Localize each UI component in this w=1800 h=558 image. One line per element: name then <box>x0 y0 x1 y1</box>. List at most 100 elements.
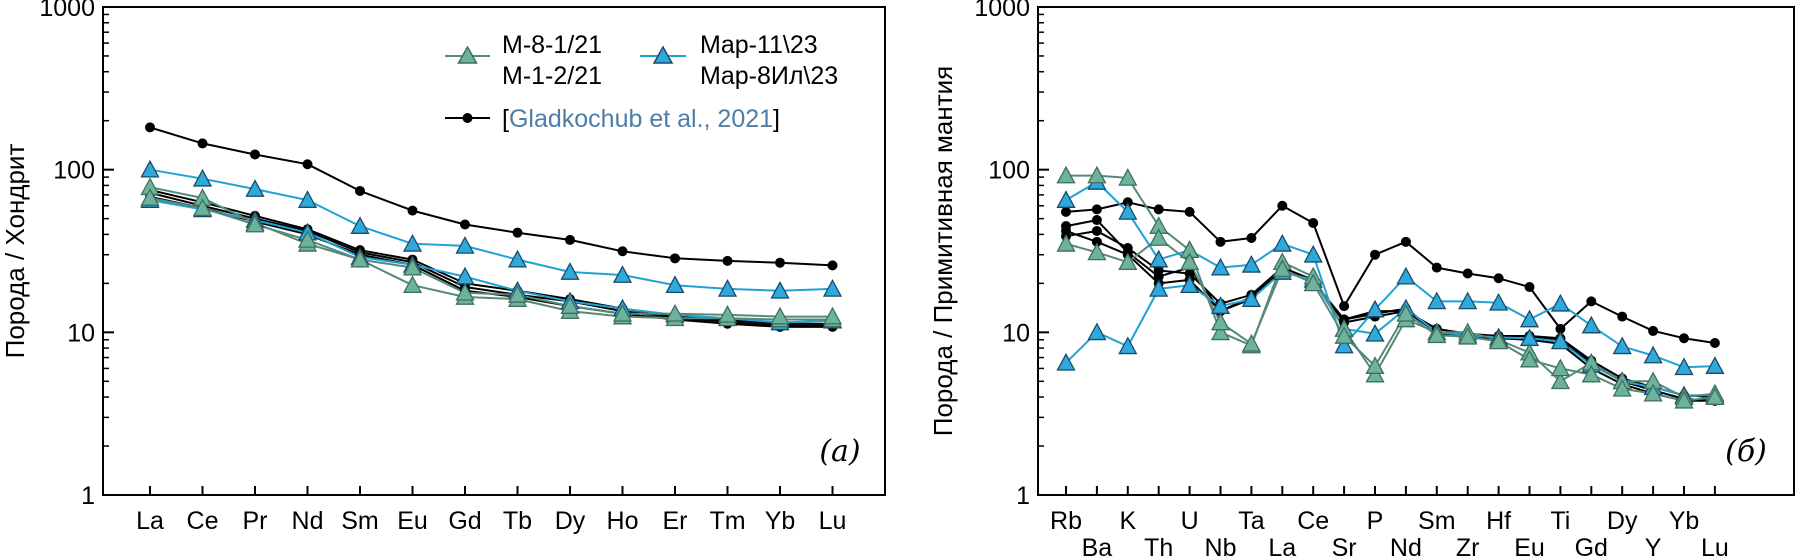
panel-a-point-green <box>560 296 580 314</box>
panel-b-point-green <box>1365 356 1385 374</box>
panel-a-point-blue <box>455 236 475 254</box>
panel-a-point-green <box>297 230 318 248</box>
legend-black-circle-icon <box>462 113 473 123</box>
panel-a-point-black <box>722 255 733 266</box>
panel-a-point-black <box>407 205 418 216</box>
panel-b-point-black <box>1091 204 1102 215</box>
panel-a-point-black <box>460 219 470 230</box>
panel-b-point-blue <box>1241 289 1261 308</box>
panel-a-point-black <box>355 185 365 196</box>
panel-b-point-blue <box>1180 275 1200 294</box>
panel-b-point-black <box>1308 218 1319 229</box>
panel-b-point-black <box>1153 204 1164 215</box>
panel-a-label: (а) <box>819 434 860 469</box>
panel-b-point-green <box>1056 165 1076 184</box>
panel-b-label: (б) <box>1725 434 1767 469</box>
panel-b-point-blue <box>1550 293 1570 312</box>
panel-b-point-blue <box>1056 352 1076 371</box>
panel-b-xtick-label: Nd <box>1390 534 1422 558</box>
panel-b-xtick-label: Hf <box>1486 507 1511 535</box>
panel-b-ytick-label: 100 <box>988 157 1030 185</box>
panel-b-point-green <box>1334 326 1354 344</box>
panel-b-point-green <box>1705 387 1725 405</box>
panel-b-xtick-label: U <box>1181 507 1199 535</box>
panel-a-xtick-label: Pr <box>243 507 268 535</box>
panel-a-point-blue <box>665 275 685 294</box>
legend-citation-text: Gladkochub et al., 2021 <box>509 105 773 133</box>
panel-a-point-blue <box>507 249 528 268</box>
panel-b-point-black <box>1431 262 1442 273</box>
panel-b-point-black <box>1153 265 1164 276</box>
panel-b-point-blue <box>1303 244 1323 263</box>
panel-b-point-green <box>1612 378 1632 397</box>
panel-a-point-black <box>512 227 523 238</box>
panel-b-xtick-label: Dy <box>1607 507 1638 535</box>
panel-a-point-black <box>197 138 208 149</box>
panel-b-xtick-label: P <box>1367 507 1384 535</box>
panel-b-series-line-black <box>1065 201 1716 344</box>
panel-a-point-black <box>302 159 313 170</box>
panel-b-point-green <box>1087 165 1107 184</box>
panel-b-point-black <box>1679 333 1689 344</box>
panel-b-point-green <box>1674 390 1694 409</box>
panel-a-point-blue <box>770 280 790 299</box>
panel-b-point-black <box>1493 273 1504 284</box>
panel-a-xtick-label: Tb <box>503 507 532 535</box>
panel-b-point-green <box>1087 242 1107 261</box>
panel-b-point-black <box>1339 301 1350 312</box>
panel-b-series-line-green <box>1065 237 1716 402</box>
panel-a-plot-area: 1 10 100 1000 La Ce Pr Nd Sm Eu Gd Tb Dy Ho Er Tm Yb Lu <box>39 0 846 535</box>
panel-a-point-blue <box>560 262 580 280</box>
panel-a-ytick-label: 10 <box>67 319 95 347</box>
panel-a-ytick-label: 100 <box>53 157 95 185</box>
panel-a-series-line-black <box>149 189 833 325</box>
panel-a-frame <box>102 6 886 496</box>
panel-b-point-green <box>1643 383 1663 402</box>
panel-a-xtick-label: Nd <box>292 507 324 535</box>
panel-b-point-black <box>1184 268 1195 279</box>
panel-b-point-black <box>1617 311 1628 322</box>
panel-a-point-blue <box>297 190 318 208</box>
panel-b-xtick-label: Ce <box>1297 507 1329 535</box>
panel-a-point-green <box>402 275 423 294</box>
panel-b-xtick-label: Sr <box>1332 534 1357 558</box>
panel-b-point-black <box>1370 249 1380 260</box>
legend-blue-triangle-icon <box>652 45 674 64</box>
panel-b-xtick-label: Y <box>1645 534 1662 558</box>
panel-a-point-blue <box>822 279 843 297</box>
panel-a-point-black <box>617 246 628 257</box>
panel-a-point-green <box>245 214 265 233</box>
panel-a-point-black <box>670 253 680 264</box>
panel-a-point-blue <box>717 279 738 297</box>
panel-a-series-line-blue <box>149 168 833 292</box>
panel-b-xtick-label: Sm <box>1418 507 1456 535</box>
panel-b-point-black <box>1462 268 1473 279</box>
panel-b-point-blue <box>1241 254 1261 273</box>
panel-b-xtick-label: Lu <box>1701 534 1729 558</box>
panel-b-series-line-black <box>1065 230 1715 402</box>
panel-b-xtick-label: Rb <box>1050 507 1082 535</box>
panel-b-xtick-label: Gd <box>1575 534 1608 558</box>
panel-b-point-blue <box>1056 190 1076 208</box>
legend-green-label-2: M-1-2/21 <box>502 62 602 90</box>
panel-a-point-blue <box>192 168 213 187</box>
panel-b-ytick-label: 10 <box>1002 319 1030 347</box>
panel-a-point-green <box>717 305 738 323</box>
panel-a-point-blue <box>245 179 265 197</box>
panel-a-point-blue <box>612 265 633 283</box>
panel-a-ytick-label: 1000 <box>39 0 95 22</box>
panel-b-point-green <box>1272 259 1292 277</box>
panel-a-ylabel: Порода / Хондрит <box>0 144 30 359</box>
panel-b-point-green <box>1427 325 1447 344</box>
panel-a-point-green <box>507 284 528 303</box>
panel-b-frame <box>1037 6 1795 496</box>
panel-b-point-green <box>1241 333 1261 352</box>
legend-citation: [Gladkochub et al., 2021] <box>502 105 780 133</box>
panel-b-point-blue <box>1272 233 1292 252</box>
panel-b-point-black <box>1524 281 1535 292</box>
legend-blue-label-1: Map-11\23 <box>700 31 818 59</box>
panel-b-ytick-label: 1 <box>1016 482 1030 510</box>
